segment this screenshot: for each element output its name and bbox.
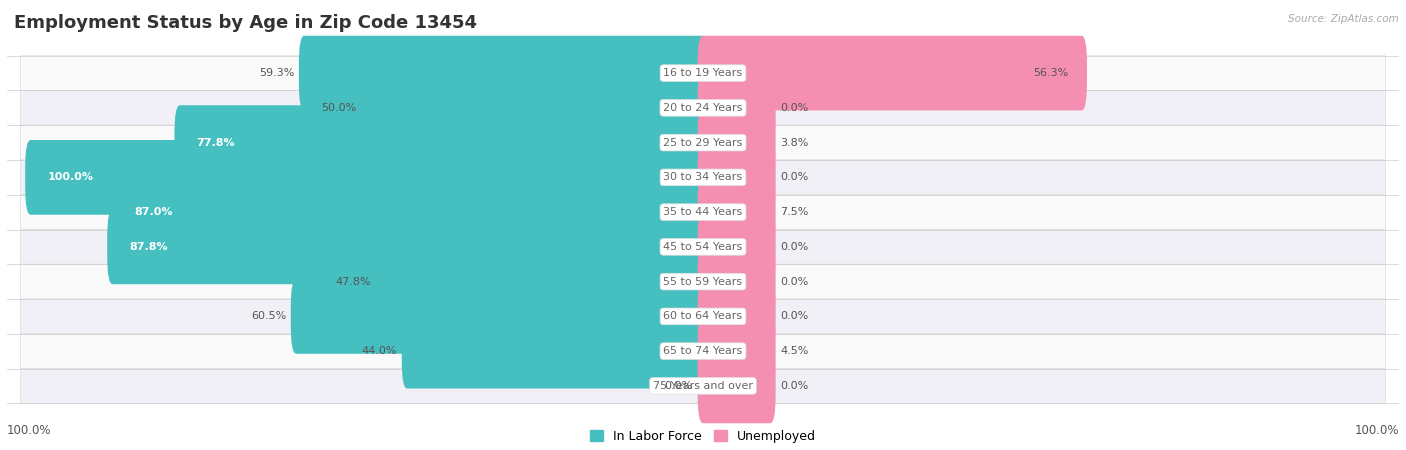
Text: 25 to 29 Years: 25 to 29 Years [664, 138, 742, 148]
FancyBboxPatch shape [377, 244, 709, 319]
FancyBboxPatch shape [21, 195, 1385, 230]
FancyBboxPatch shape [25, 140, 709, 215]
Text: 100.0%: 100.0% [48, 172, 93, 182]
Text: 59.3%: 59.3% [259, 68, 294, 78]
FancyBboxPatch shape [21, 230, 1385, 264]
Text: 0.0%: 0.0% [665, 381, 693, 391]
FancyBboxPatch shape [291, 279, 709, 354]
Text: 30 to 34 Years: 30 to 34 Years [664, 172, 742, 182]
Text: 4.5%: 4.5% [780, 346, 808, 356]
Text: 87.8%: 87.8% [129, 242, 169, 252]
Text: Employment Status by Age in Zip Code 13454: Employment Status by Age in Zip Code 134… [14, 14, 477, 32]
FancyBboxPatch shape [697, 175, 776, 249]
Text: 0.0%: 0.0% [780, 311, 808, 321]
FancyBboxPatch shape [21, 299, 1385, 334]
Text: 87.0%: 87.0% [135, 207, 173, 217]
Text: 77.8%: 77.8% [197, 138, 235, 148]
Text: 44.0%: 44.0% [361, 346, 396, 356]
Text: 60 to 64 Years: 60 to 64 Years [664, 311, 742, 321]
Text: 0.0%: 0.0% [780, 277, 808, 287]
FancyBboxPatch shape [697, 71, 776, 145]
FancyBboxPatch shape [697, 140, 776, 215]
Text: 55 to 59 Years: 55 to 59 Years [664, 277, 742, 287]
Text: 0.0%: 0.0% [780, 103, 808, 113]
FancyBboxPatch shape [697, 210, 776, 284]
Legend: In Labor Force, Unemployed: In Labor Force, Unemployed [585, 425, 821, 448]
Text: 65 to 74 Years: 65 to 74 Years [664, 346, 742, 356]
FancyBboxPatch shape [697, 36, 1087, 110]
FancyBboxPatch shape [697, 105, 776, 180]
Text: 3.8%: 3.8% [780, 138, 808, 148]
Text: 75 Years and over: 75 Years and over [652, 381, 754, 391]
Text: Source: ZipAtlas.com: Source: ZipAtlas.com [1288, 14, 1399, 23]
FancyBboxPatch shape [21, 264, 1385, 299]
Text: 0.0%: 0.0% [780, 381, 808, 391]
FancyBboxPatch shape [697, 244, 776, 319]
Text: 35 to 44 Years: 35 to 44 Years [664, 207, 742, 217]
FancyBboxPatch shape [299, 36, 709, 110]
Text: 20 to 24 Years: 20 to 24 Years [664, 103, 742, 113]
Text: 0.0%: 0.0% [780, 242, 808, 252]
Text: 50.0%: 50.0% [322, 103, 357, 113]
FancyBboxPatch shape [697, 279, 776, 354]
FancyBboxPatch shape [174, 105, 709, 180]
Text: 60.5%: 60.5% [250, 311, 285, 321]
FancyBboxPatch shape [402, 314, 709, 388]
FancyBboxPatch shape [112, 175, 709, 249]
Text: 16 to 19 Years: 16 to 19 Years [664, 68, 742, 78]
FancyBboxPatch shape [21, 90, 1385, 125]
Text: 45 to 54 Years: 45 to 54 Years [664, 242, 742, 252]
FancyBboxPatch shape [21, 334, 1385, 369]
Text: 47.8%: 47.8% [336, 277, 371, 287]
FancyBboxPatch shape [21, 125, 1385, 160]
FancyBboxPatch shape [21, 56, 1385, 90]
FancyBboxPatch shape [107, 210, 709, 284]
Text: 56.3%: 56.3% [1033, 68, 1069, 78]
Text: 100.0%: 100.0% [7, 423, 52, 436]
Text: 100.0%: 100.0% [1354, 423, 1399, 436]
FancyBboxPatch shape [697, 349, 776, 423]
FancyBboxPatch shape [697, 314, 776, 388]
FancyBboxPatch shape [361, 71, 709, 145]
Text: 0.0%: 0.0% [780, 172, 808, 182]
FancyBboxPatch shape [21, 369, 1385, 403]
Text: 7.5%: 7.5% [780, 207, 808, 217]
FancyBboxPatch shape [21, 160, 1385, 195]
